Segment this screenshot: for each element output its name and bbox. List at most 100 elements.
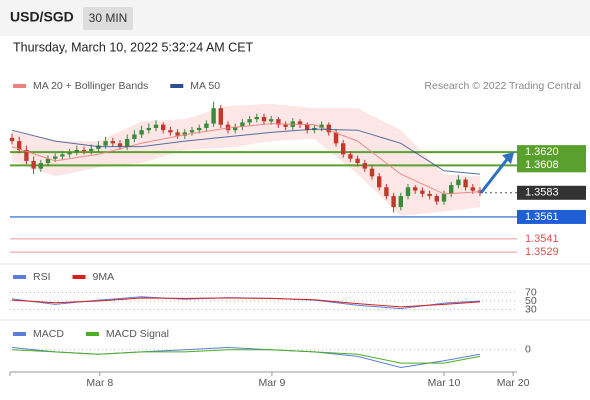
candle-body — [420, 190, 425, 194]
interval[interactable]: 30 MIN — [89, 11, 128, 25]
bollinger-band — [12, 103, 480, 216]
candle-body — [348, 154, 353, 159]
level-label: 1.3541 — [525, 233, 559, 245]
legend-swatch — [13, 332, 26, 336]
candle-body — [269, 119, 274, 122]
legend-label: MACD — [33, 328, 64, 340]
candle-body — [398, 196, 403, 208]
candle-body — [305, 124, 310, 131]
candle-body — [297, 121, 303, 125]
candle-body — [139, 130, 144, 135]
candle-body — [189, 130, 195, 133]
candle-body — [31, 160, 36, 169]
candle-body — [326, 124, 331, 133]
candle-body — [225, 124, 231, 131]
candle-body — [204, 123, 209, 128]
candle-body — [463, 179, 468, 188]
candle-body — [125, 138, 130, 147]
legend-swatch — [170, 84, 184, 88]
candle-body — [470, 187, 475, 191]
x-tick-label: Mar 9 — [258, 377, 285, 389]
candle-body — [427, 193, 432, 197]
candle-body — [377, 176, 382, 188]
ma-line — [11, 128, 481, 175]
candle-body — [146, 127, 151, 131]
candle-body — [17, 141, 22, 150]
legend-swatch — [85, 332, 99, 336]
legend-swatch — [13, 84, 26, 88]
candle-body — [341, 143, 346, 155]
candle-body — [218, 108, 223, 125]
candle-body — [182, 132, 187, 136]
candle-body — [261, 116, 267, 122]
indicator-line — [11, 349, 481, 364]
candle-body — [110, 141, 115, 144]
candle-body — [53, 156, 58, 159]
candle-body — [60, 154, 65, 157]
candle-body — [319, 124, 324, 128]
indicator-line — [11, 346, 481, 369]
level-label: 1.3561 — [525, 211, 559, 223]
candle-body — [132, 134, 137, 139]
level-label-box — [517, 185, 586, 200]
y-tick-label: 50 — [525, 295, 537, 307]
candle-body — [254, 116, 259, 120]
level-label-box — [517, 209, 586, 224]
candle-body — [74, 149, 79, 153]
candle-body — [168, 130, 173, 133]
candle-body — [456, 179, 461, 186]
forecast-arrow — [479, 157, 510, 194]
level-label: 1.3620 — [525, 146, 559, 158]
candle-body — [449, 185, 454, 194]
legend-label: MA 50 — [190, 80, 220, 92]
candle-body — [175, 132, 180, 136]
timestamp: Thursday, March 10, 2022 5:32:24 AM CET — [13, 40, 254, 54]
legend-label: RSI — [33, 271, 51, 283]
legend-label: MA 20 + Bollinger Bands — [33, 80, 148, 92]
candle-body — [441, 193, 447, 202]
candle-body — [405, 187, 411, 197]
level-label: 1.3583 — [525, 187, 559, 199]
candle-body — [362, 163, 367, 169]
candle-body — [391, 196, 396, 208]
candle-body — [384, 187, 389, 197]
ma-line — [11, 123, 481, 195]
candle-body — [117, 143, 123, 147]
candle-body — [9, 137, 15, 142]
candle-body — [38, 163, 43, 169]
candle-body — [333, 132, 339, 144]
candle-body — [96, 145, 101, 149]
y-tick-label: 70 — [525, 286, 537, 298]
symbol: USD/SGD — [10, 9, 74, 25]
y-tick-label: 30 — [525, 303, 537, 315]
candle-body — [283, 124, 288, 127]
x-tick-label: Mar 20 — [497, 377, 530, 389]
candle-body — [67, 152, 72, 155]
candle-body — [161, 124, 166, 131]
candle-body — [240, 122, 245, 127]
candle-body — [413, 187, 418, 191]
candle-body — [153, 124, 159, 128]
level-label-box — [517, 145, 586, 160]
forecast-arrowhead — [502, 152, 514, 165]
candle-body — [247, 119, 252, 123]
candle-body — [369, 168, 375, 177]
level-label-box — [517, 158, 586, 173]
legend-swatch — [72, 275, 86, 279]
legend-label: MACD Signal — [106, 328, 169, 340]
candle-body — [276, 119, 281, 125]
interval-button[interactable] — [83, 7, 133, 30]
candle-body — [45, 158, 51, 164]
annotation: Research © 2022 Trading Central — [424, 80, 581, 92]
level-label: 1.3608 — [525, 159, 559, 171]
candle-body — [197, 127, 202, 131]
candle-body — [103, 141, 108, 146]
x-tick-label: Mar 10 — [428, 377, 461, 389]
legend-swatch — [13, 275, 26, 279]
candle-body — [211, 108, 216, 124]
x-tick-label: Mar 8 — [86, 377, 113, 389]
legend-label: 9MA — [93, 271, 115, 283]
candle-body — [434, 196, 439, 202]
